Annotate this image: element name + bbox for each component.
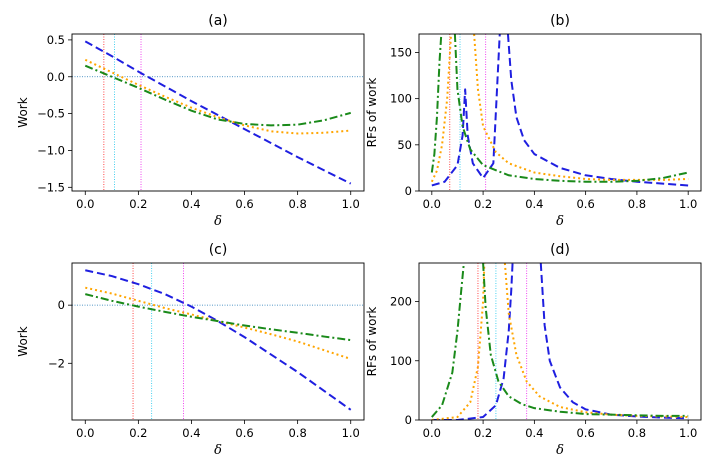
axes-frame <box>418 262 702 421</box>
x-tick-label: 0.2 <box>474 197 492 211</box>
x-tick-label: 0.4 <box>525 426 543 440</box>
x-tick-label: 0.0 <box>423 426 441 440</box>
x-tick-label: 0.8 <box>288 426 306 440</box>
series-blue-dashed-right <box>539 263 689 420</box>
x-tick-label: 0.4 <box>182 426 200 440</box>
y-tick-label: 0 <box>58 298 65 312</box>
y-tick-label: 50 <box>397 138 412 152</box>
y-axis-label: RFs of work <box>365 307 379 377</box>
x-axis-label: δ <box>556 214 564 229</box>
series-blue-dashed <box>431 34 501 187</box>
series-orange-dotted <box>84 58 351 135</box>
panel-title: (c) <box>209 242 228 258</box>
plot-area-c <box>72 263 364 420</box>
series-blue-dashed-left <box>431 263 514 420</box>
y-tick-label: −1.0 <box>37 143 65 157</box>
x-tick-label: 0.4 <box>525 197 543 211</box>
series-orange-dotted-left <box>430 34 453 183</box>
y-tick-label: 0.5 <box>47 33 65 47</box>
x-tick-label: 0.0 <box>76 426 94 440</box>
y-tick-label: −1.5 <box>37 180 65 194</box>
x-tick-label: 0.6 <box>576 426 594 440</box>
panel-c: 0.0 0.2 0.4 0.6 0.8 1.0 0 −2 (c) δ Work <box>16 242 365 458</box>
panel-title: (d) <box>550 242 570 258</box>
series-orange-dotted <box>85 286 352 360</box>
panel-b: 0.0 0.2 0.4 0.6 0.8 1.0 0 50 100 150 (b) δ RFs of wo… <box>365 13 702 229</box>
x-tick-label: 0.6 <box>235 426 253 440</box>
plot-area-b <box>430 34 689 191</box>
panel-d: 0.0 0.2 0.4 0.6 0.8 1.0 0 100 200 (d) δ RFs of work <box>365 242 702 458</box>
series-blue-dashed <box>84 40 352 185</box>
y-axis-label: Work <box>16 326 30 356</box>
x-tick-label: 0.0 <box>76 197 94 211</box>
x-tick-label: 1.0 <box>342 426 360 440</box>
series-green-dashdot-left <box>431 263 465 418</box>
y-tick-label: 0 <box>405 184 412 198</box>
axes-frame <box>71 33 365 192</box>
x-tick-label: 1.0 <box>679 426 697 440</box>
x-tick-label: 0.2 <box>474 426 492 440</box>
x-tick-label: 0.8 <box>628 197 646 211</box>
y-tick-label: 150 <box>390 45 412 59</box>
x-tick-label: 0.6 <box>576 197 594 211</box>
x-tick-label: 0.8 <box>288 197 306 211</box>
x-tick-label: 1.0 <box>679 197 697 211</box>
panel-a: 0.0 0.2 0.4 0.6 0.8 1.0 0.5 0.0 −0.5 −1.0 −1.5 (a) δ… <box>16 13 365 229</box>
y-axis-label: RFs of work <box>365 78 379 148</box>
series-green-dashdot-right <box>482 263 689 417</box>
y-tick-label: −0.5 <box>37 107 65 121</box>
plot-area-a <box>72 34 364 191</box>
series-blue-dashed-right <box>506 34 689 187</box>
y-tick-label: −2 <box>48 356 65 370</box>
x-tick-label: 0.4 <box>182 197 200 211</box>
y-tick-label: 100 <box>390 354 412 368</box>
y-tick-label: 0.0 <box>47 70 65 84</box>
axes-frame <box>418 33 702 192</box>
y-tick-label: 200 <box>390 295 412 309</box>
series-green-dashdot <box>84 64 351 127</box>
x-tick-label: 0.2 <box>129 426 147 440</box>
series-orange-dotted-right <box>473 34 689 181</box>
panel-title: (b) <box>550 13 570 29</box>
y-tick-label: 100 <box>390 92 412 106</box>
panel-title: (a) <box>208 13 228 29</box>
series-blue-dashed <box>85 269 352 411</box>
series-orange-dotted-left <box>431 263 486 420</box>
x-tick-label: 1.0 <box>342 197 360 211</box>
x-tick-label: 0.0 <box>423 197 441 211</box>
axes-frame <box>71 262 365 421</box>
x-tick-label: 0.8 <box>628 426 646 440</box>
series-orange-dotted-right <box>503 263 689 419</box>
y-tick-label: 0 <box>405 413 412 427</box>
x-axis-label: δ <box>214 214 222 229</box>
plot-area-d <box>431 263 689 420</box>
x-axis-label: δ <box>214 443 222 458</box>
series-green-dashdot <box>85 293 351 342</box>
y-axis-label: Work <box>16 97 30 127</box>
x-tick-label: 0.6 <box>235 197 253 211</box>
x-tick-label: 0.2 <box>129 197 147 211</box>
series-green-dashdot-right <box>453 34 689 183</box>
series-green-dashdot-left <box>430 34 443 173</box>
x-axis-label: δ <box>556 443 564 458</box>
